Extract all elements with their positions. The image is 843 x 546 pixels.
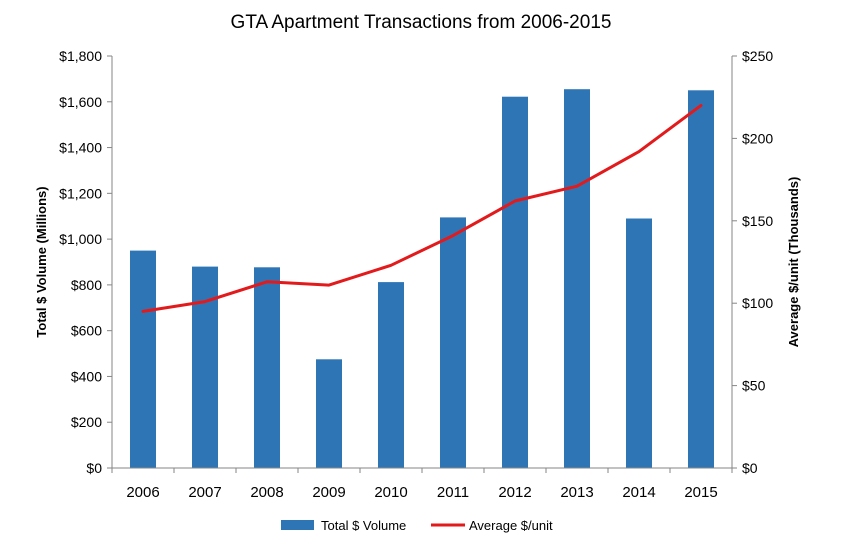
x-tick-label-2012: 2012	[498, 484, 531, 501]
left-tick-label: $400	[71, 368, 102, 384]
chart-title: GTA Apartment Transactions from 2006-201…	[231, 12, 612, 33]
right-tick-label: $0	[742, 460, 758, 476]
left-tick-label: $1,000	[59, 231, 102, 247]
x-tick-label-2008: 2008	[250, 484, 283, 501]
bar-2015	[688, 90, 714, 468]
bar-2013	[564, 89, 590, 468]
left-tick-label: $800	[71, 277, 102, 293]
bar-2011	[440, 217, 466, 468]
bar-2007	[192, 267, 218, 468]
legend-bar-swatch	[281, 520, 314, 530]
x-tick-label-2014: 2014	[622, 484, 655, 501]
plot-area: $0 $200 $400 $600 $800 $1,000 $1,200 $1,400 $1,6…	[59, 48, 773, 501]
bar-2010	[378, 282, 404, 468]
x-tick-label-2015: 2015	[684, 484, 717, 501]
bar-2012	[502, 97, 528, 468]
legend-line-label: Average $/unit	[469, 518, 553, 533]
left-tick-label: $1,600	[59, 94, 102, 110]
x-tick-label-2007: 2007	[188, 484, 221, 501]
x-tick-label-2006: 2006	[126, 484, 159, 501]
left-tick-label: $600	[71, 323, 102, 339]
bar-2006	[130, 251, 156, 468]
left-tick-label: $1,800	[59, 48, 102, 64]
legend: Total $ Volume Average $/unit	[281, 518, 553, 533]
right-tick-label: $250	[742, 48, 773, 64]
x-tick-label-2010: 2010	[374, 484, 407, 501]
bar-2009	[316, 359, 342, 468]
right-tick-label: $100	[742, 295, 773, 311]
right-axis-title: Average $/unit (Thousands)	[786, 177, 801, 348]
right-tick-label: $150	[742, 213, 773, 229]
left-tick-label: $0	[86, 460, 102, 476]
bar-2008	[254, 267, 280, 468]
bar-2014	[626, 219, 652, 469]
left-tick-label: $1,400	[59, 140, 102, 156]
x-tick-label-2013: 2013	[560, 484, 593, 501]
legend-bar-label: Total $ Volume	[321, 518, 406, 533]
x-tick-label-2009: 2009	[312, 484, 345, 501]
left-tick-label: $1,200	[59, 185, 102, 201]
right-tick-label: $50	[742, 378, 766, 394]
left-tick-label: $200	[71, 414, 102, 430]
left-axis-title: Total $ Volume (Millions)	[34, 186, 49, 337]
x-tick-label-2011: 2011	[437, 484, 469, 501]
right-tick-label: $200	[742, 130, 773, 146]
line-average-per-unit	[143, 105, 701, 311]
